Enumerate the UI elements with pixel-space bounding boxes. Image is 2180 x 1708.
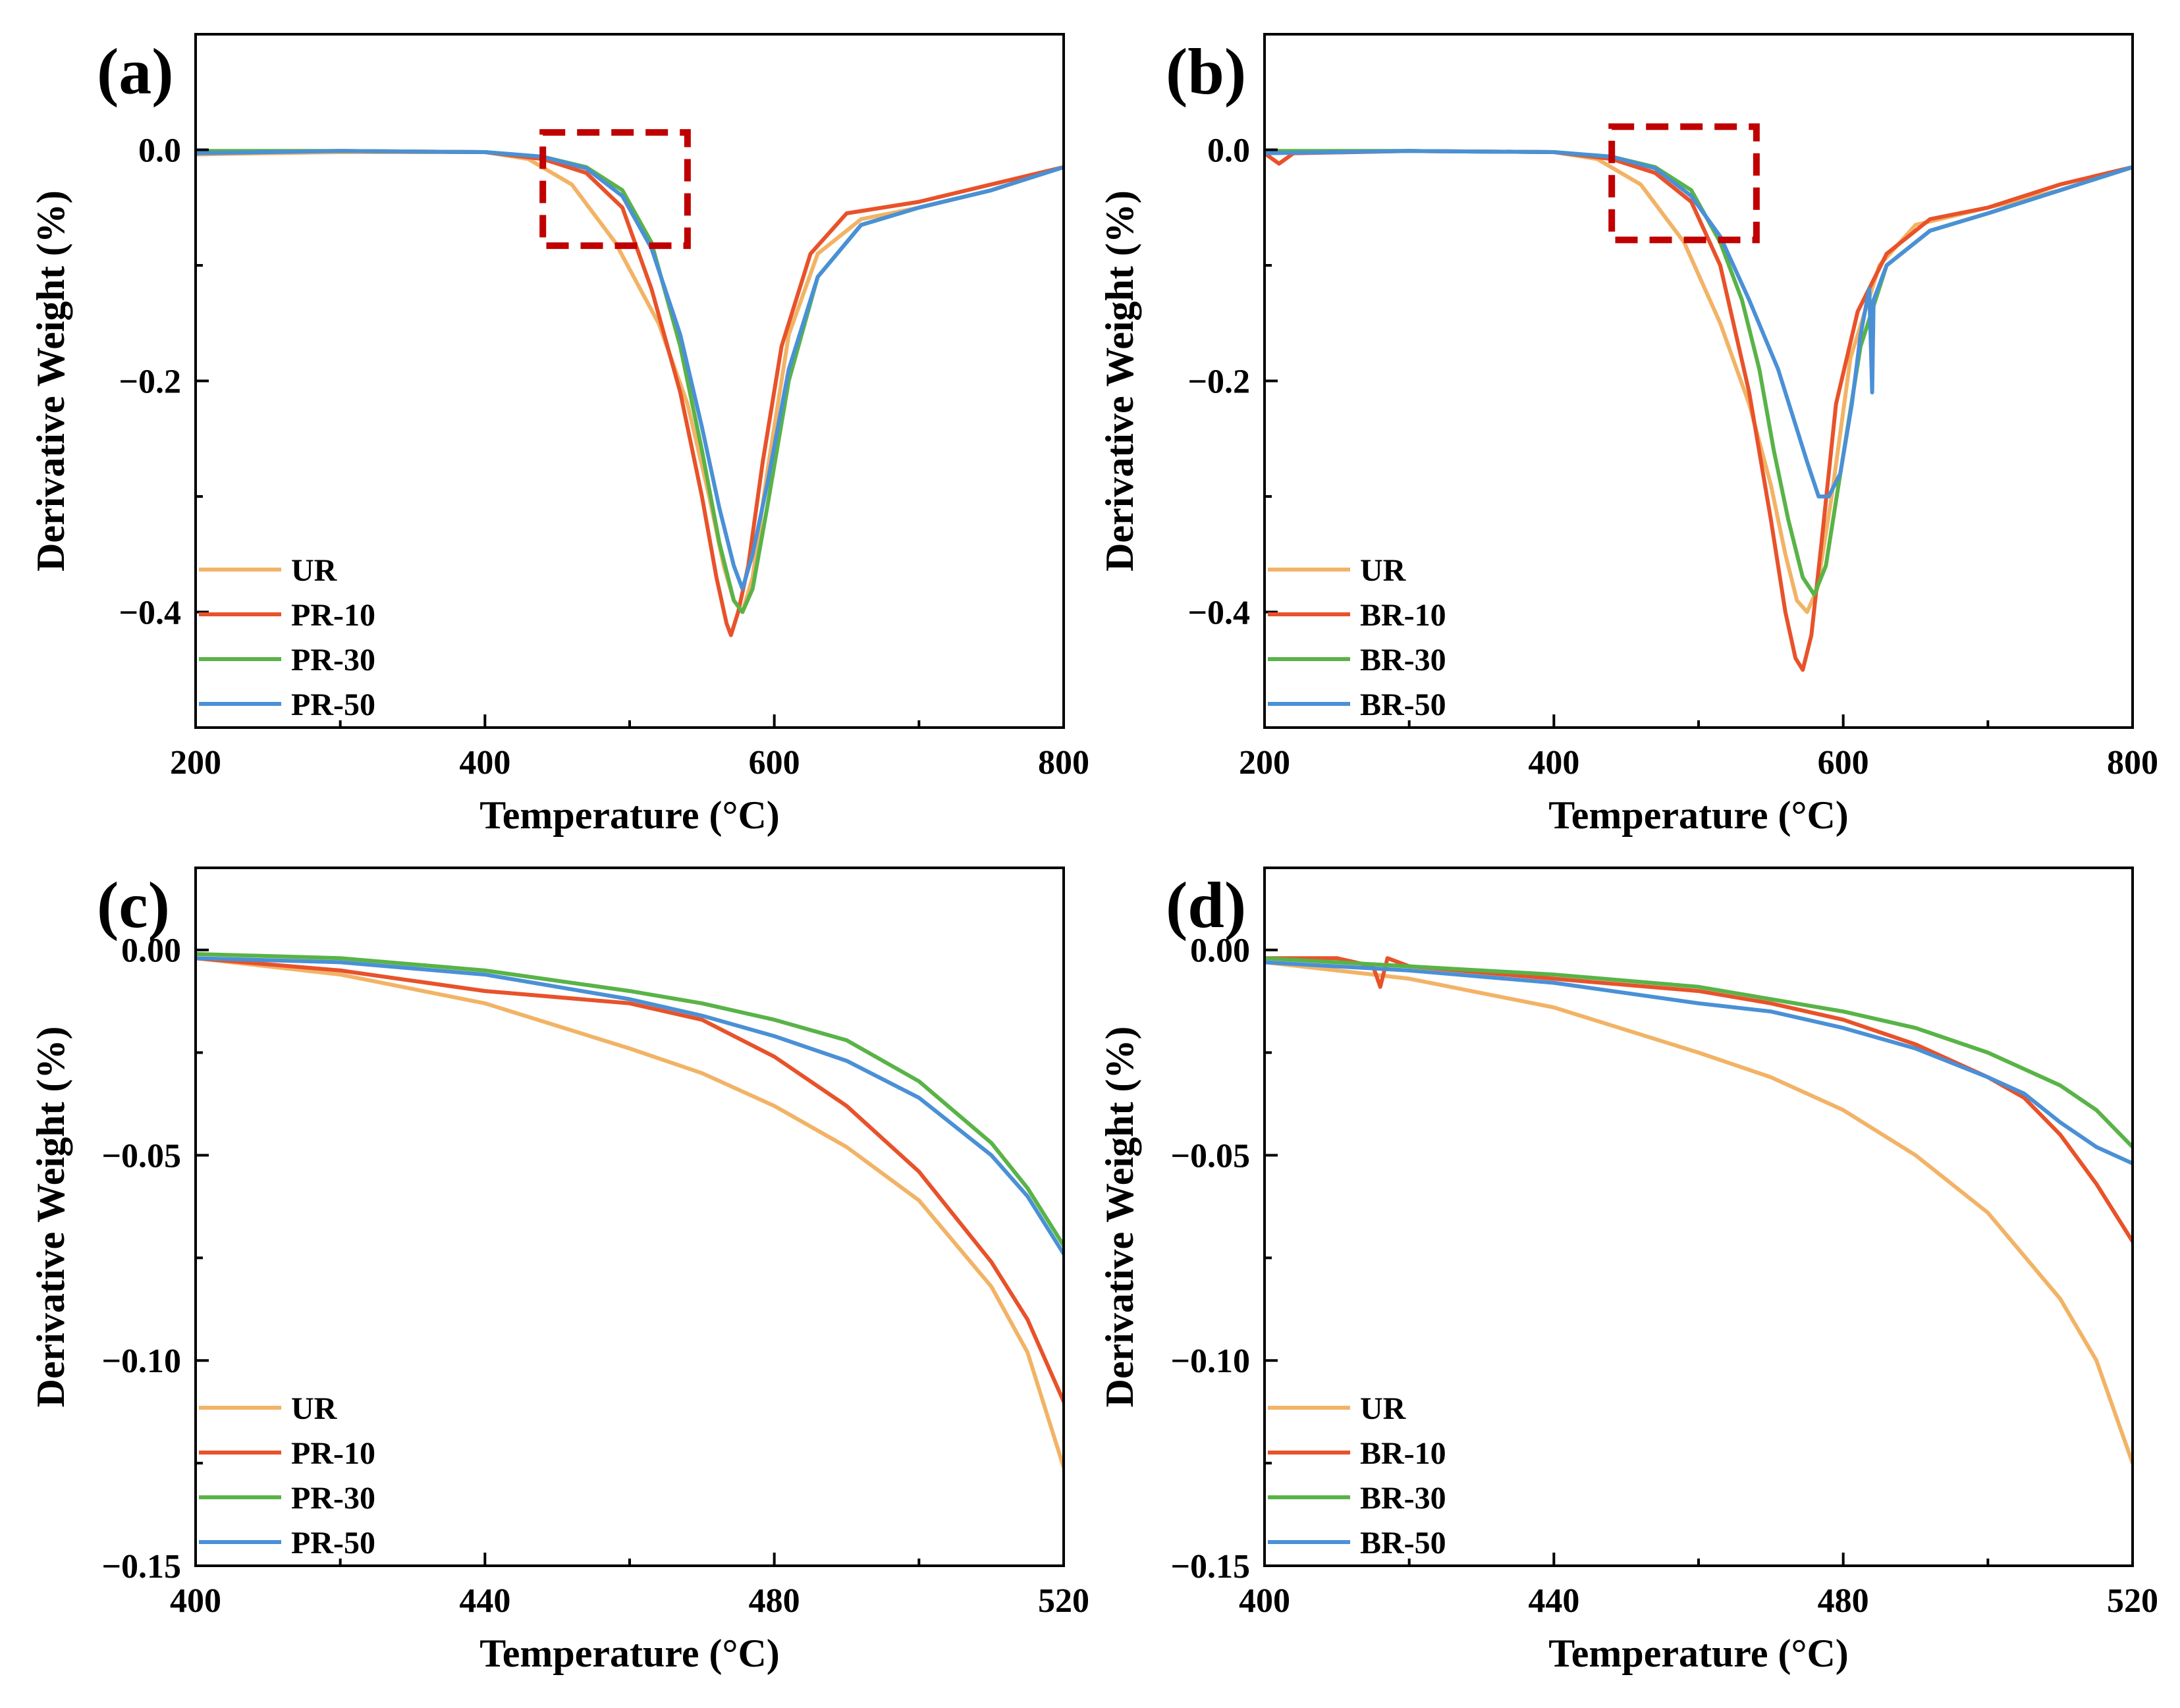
panel-d-x-tick-label-440: 440 [1528, 1582, 1579, 1620]
panel-b-legend-label-br-30: BR-30 [1360, 643, 1446, 678]
panel-d-legend-label-br-10: BR-10 [1360, 1436, 1446, 1471]
panel-a-x-tick-label-200: 200 [170, 744, 221, 782]
panel-d-legend-label-br-50: BR-50 [1360, 1526, 1446, 1561]
panel-d-series-line-br-30 [1265, 956, 2133, 1149]
panel-c-x-axis-title: Temperature (°C) [479, 1632, 780, 1675]
panel-b-x-tick-label-600: 600 [1818, 744, 1869, 782]
panel-c-x-tick-label-480: 480 [749, 1582, 800, 1620]
panel-d-x-tick-label-520: 520 [2107, 1582, 2158, 1620]
panel-c-legend: UR PR-10 PR-30 PR-50 [199, 1391, 375, 1561]
panel-b-legend-label-br-50: BR-50 [1360, 687, 1446, 722]
panel-d-y-axis-title: Derivative Weight (%) [1098, 1027, 1141, 1408]
panel-c-x-tick-label-520: 520 [1038, 1582, 1089, 1620]
panel-d-y-tick-label-m0p05: −0.05 [1170, 1137, 1250, 1175]
panel-d-series-line-br-50 [1265, 960, 2133, 1165]
panel-c-series-group [196, 951, 1064, 1470]
panel-b-x-tick-label-200: 200 [1239, 744, 1290, 782]
panel-b-y-axis-title: Derivative Weight (%) [1098, 190, 1141, 572]
panel-b-series-group [1265, 149, 2133, 672]
panel-a-y-tick-label-m0p4: −0.4 [119, 595, 181, 632]
panel-b-x-tick-label-800: 800 [2107, 744, 2158, 782]
panel-b-y-tick-label-m0p4: −0.4 [1187, 595, 1250, 632]
panel-c-series-line-pr-10 [196, 956, 1064, 1404]
panel-a-y-tick-label-0: 0.0 [138, 132, 181, 170]
panel-b-y-tick-label-0: 0.0 [1207, 132, 1250, 170]
panel-c-y-tick-label-m0p1: −0.10 [101, 1343, 181, 1380]
panel-b-x-tick-label-400: 400 [1528, 744, 1579, 782]
panel-a-zoom-box [539, 129, 691, 250]
panel-a-legend-label-ur: UR [291, 553, 338, 588]
panel-a-legend-label-pr-10: PR-10 [291, 598, 375, 633]
panel-d-y-tick-label-m0p1: −0.10 [1170, 1343, 1250, 1380]
panel-b-legend-label-br-10: BR-10 [1360, 598, 1446, 633]
panel-b-series-line-br-50 [1265, 149, 2133, 498]
panel-b-y-tick-label-m0p2: −0.2 [1187, 363, 1250, 401]
panel-a-y-tick-label-m0p2: −0.2 [119, 363, 181, 401]
panel-a-x-tick-label-800: 800 [1038, 744, 1089, 782]
panel-d: 400 440 480 520 0.00 −0.05 −0.10 −0.15 Temperatu… [1098, 867, 2158, 1675]
panel-b-zoom-box [1608, 123, 1760, 244]
panel-d-y-tick-label-0: 0.00 [1190, 932, 1250, 970]
panel-c-y-tick-label-m0p05: −0.05 [101, 1137, 181, 1175]
panel-c-y-tick-label-m0p15: −0.15 [101, 1548, 181, 1586]
panel-b-series-line-ur [1265, 149, 2133, 614]
panel-d-panel-label: (d) [1166, 868, 1246, 942]
panel-c-legend-label-pr-30: PR-30 [291, 1481, 375, 1516]
panel-a-x-tick-label-600: 600 [749, 744, 800, 782]
panel-a-legend-label-pr-50: PR-50 [291, 687, 375, 722]
panel-c-series-line-ur [196, 956, 1064, 1470]
panel-d-x-axis-title: Temperature (°C) [1548, 1632, 1849, 1675]
panel-b-panel-label: (b) [1166, 35, 1246, 108]
panel-d-legend-label-ur: UR [1360, 1391, 1407, 1426]
panel-c-legend-label-pr-10: PR-10 [291, 1436, 375, 1471]
panel-d-y-tick-label-m0p15: −0.15 [1170, 1548, 1250, 1586]
panel-c-series-line-pr-50 [196, 956, 1064, 1256]
panel-b-legend: UR BR-10 BR-30 BR-50 [1268, 553, 1446, 722]
panel-a-legend: UR PR-10 PR-30 PR-50 [199, 553, 375, 722]
panel-a: 200 400 600 800 0.0 −0.2 −0.4 Temperature (°C) D… [29, 33, 1089, 837]
panel-c-x-tick-label-400: 400 [170, 1582, 221, 1620]
panel-a-series-group [196, 149, 1064, 637]
panel-c-x-tick-label-440: 440 [459, 1582, 510, 1620]
panel-b-legend-label-ur: UR [1360, 553, 1407, 588]
panel-a-series-line-pr-50 [196, 149, 1064, 591]
panel-c-panel-label: (c) [97, 868, 170, 942]
panel-d-legend: UR BR-10 BR-30 BR-50 [1268, 1391, 1446, 1561]
panel-d-legend-label-br-30: BR-30 [1360, 1481, 1446, 1516]
panel-d-series-line-ur [1265, 960, 2133, 1466]
panel-c-legend-label-pr-50: PR-50 [291, 1526, 375, 1561]
panel-a-x-tick-label-400: 400 [459, 744, 510, 782]
panel-d-series-group [1265, 956, 2133, 1466]
panel-a-y-axis-title: Derivative Weight (%) [29, 190, 72, 572]
panel-a-x-axis-title: Temperature (°C) [479, 793, 780, 837]
panel-c-series-line-pr-30 [196, 951, 1064, 1248]
panel-c-y-axis-title: Derivative Weight (%) [29, 1027, 72, 1408]
panel-c: 400 440 480 520 0.00 −0.05 −0.10 −0.15 Temperatu… [29, 867, 1089, 1675]
panel-b-x-axis-title: Temperature (°C) [1548, 793, 1849, 837]
panel-d-x-tick-label-400: 400 [1239, 1582, 1290, 1620]
panel-b: 200 400 600 800 0.0 −0.2 −0.4 Temperature (°C) D… [1098, 33, 2158, 837]
panel-d-series-line-br-10 [1265, 956, 2133, 1244]
panel-a-series-line-pr-10 [196, 149, 1064, 637]
panel-a-panel-label: (a) [97, 35, 174, 108]
panel-c-y-tick-label-0: 0.00 [121, 932, 181, 970]
panel-d-x-tick-label-480: 480 [1818, 1582, 1869, 1620]
panel-a-legend-label-pr-30: PR-30 [291, 643, 375, 678]
panel-c-legend-label-ur: UR [291, 1391, 338, 1426]
